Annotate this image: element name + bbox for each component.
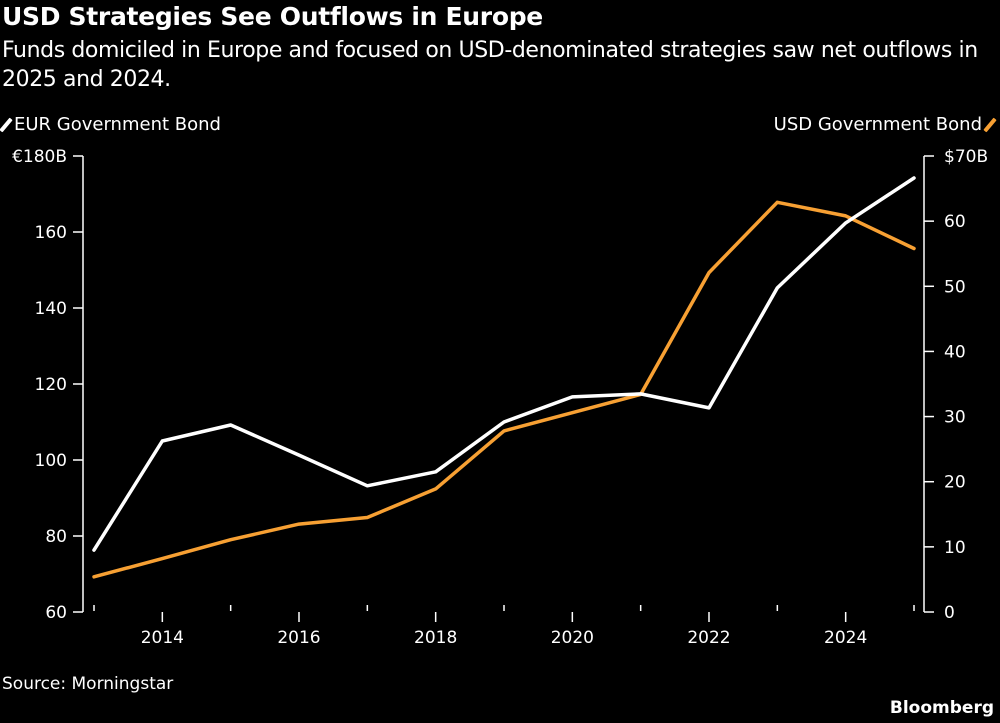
chart-subtitle: Funds domiciled in Europe and focused on… — [2, 38, 978, 92]
x-axis: 2014 2016 2018 2020 2022 2024 — [93, 605, 915, 648]
right-axis-tick-label: 20 — [944, 473, 966, 493]
legend-item-usd: USD Government Bond — [773, 114, 997, 135]
legend-label-usd: USD Government Bond — [773, 114, 982, 135]
source-note: Source: Morningstar — [2, 674, 174, 694]
brand-logo: Bloomberg — [889, 698, 994, 718]
left-axis-tick-label: 100 — [35, 451, 67, 471]
right-axis-tick-label: 10 — [944, 538, 966, 558]
x-axis-tick-label: 2014 — [141, 628, 184, 648]
x-axis-tick-label: 2024 — [824, 628, 867, 648]
left-axis-tick-label: 120 — [35, 375, 67, 395]
x-axis-tick-label: 2020 — [551, 628, 594, 648]
usd-government-bond-line — [92, 200, 916, 579]
right-axis-tick-label: 40 — [944, 342, 966, 362]
right-axis-tick-label: 30 — [944, 408, 966, 428]
left-axis-tick-label: €180B — [12, 147, 67, 167]
x-axis-tick-label: 2022 — [687, 628, 730, 648]
left-axis-tick-label: 80 — [45, 527, 67, 547]
left-axis-tick-label: 140 — [35, 299, 67, 319]
left-axis-tick-label: 160 — [35, 223, 67, 243]
right-axis-tick-label: 0 — [944, 603, 955, 623]
left-axis-tick-label: 60 — [45, 603, 67, 623]
right-axis-tick-label: $70B — [944, 147, 988, 167]
series-group — [92, 176, 916, 579]
left-axis: 60 80 100 120 140 160 €180B — [12, 147, 84, 623]
x-axis-tick-label: 2018 — [414, 628, 457, 648]
right-axis-tick-label: 60 — [944, 212, 966, 232]
legend-item-eur: EUR Government Bond — [0, 114, 221, 135]
chart-title: USD Strategies See Outflows in Europe — [2, 2, 543, 31]
right-axis-tick-label: 50 — [944, 277, 966, 297]
eur-government-bond-line — [92, 176, 916, 552]
x-axis-tick-label: 2016 — [277, 628, 320, 648]
legend-label-eur: EUR Government Bond — [14, 114, 221, 135]
right-axis: 0 10 20 30 40 50 60 $70B — [923, 147, 988, 623]
